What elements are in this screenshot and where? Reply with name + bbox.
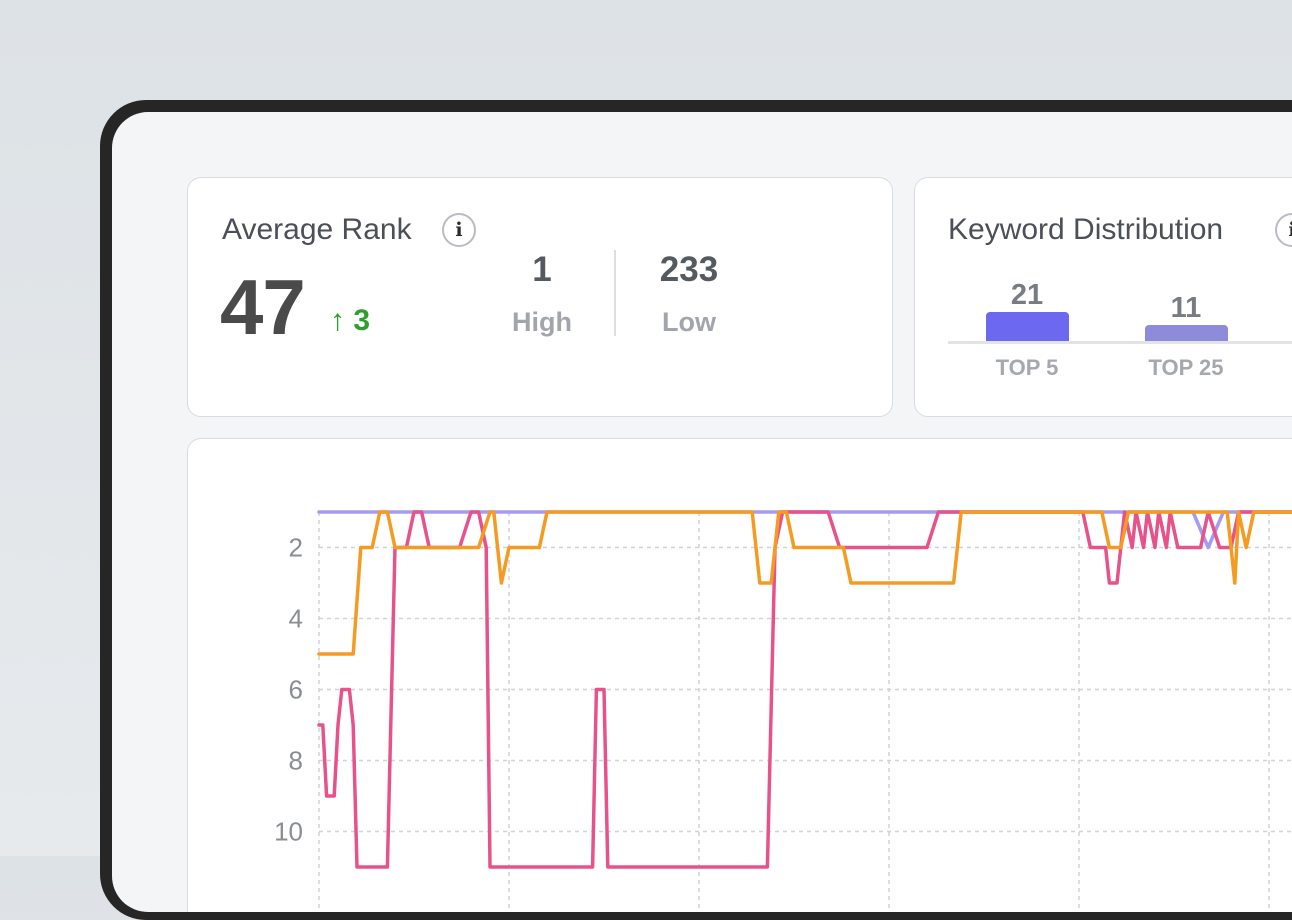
top5-count: 21: [1010, 279, 1044, 311]
y-axis-tick-label: 4: [289, 604, 303, 634]
rank-series-line-3: [317, 510, 1292, 656]
y-axis-tick-label: 6: [289, 675, 303, 705]
arrow-up-icon: ↑: [330, 304, 345, 337]
dashboard-screen: Average Rank i 47 ↑ 3 1 High 233 Low Key…: [112, 112, 1292, 912]
low-rank-value: 233: [659, 250, 719, 289]
rank-change-indicator: ↑ 3: [330, 306, 370, 336]
keyword-distribution-title: Keyword Distribution: [948, 213, 1224, 246]
top25-count: 11: [1170, 292, 1202, 324]
y-axis-tick-label: 10: [274, 817, 303, 847]
rank-change-value: 3: [353, 304, 371, 337]
top5-label: TOP 5: [995, 355, 1059, 380]
keyword-distribution-card: Keyword Distribution i 21 TOP 5 11 TOP 2…: [914, 177, 1292, 417]
distribution-baseline: [948, 341, 1292, 344]
rank-history-chart-card: 2 4 6 8 10: [187, 438, 1292, 912]
high-rank-value: 1: [532, 250, 552, 289]
stats-divider: [614, 250, 616, 336]
rank-history-chart: 2 4 6 8 10: [274, 510, 1292, 912]
y-axis-tick-label: 8: [289, 746, 303, 776]
average-rank-title: Average Rank: [222, 213, 412, 246]
info-icon[interactable]: i: [442, 213, 476, 247]
average-rank-value: 47: [220, 263, 306, 351]
top25-bar[interactable]: [1145, 325, 1228, 341]
high-rank-label: High: [512, 307, 572, 337]
y-axis-tick-label: 2: [289, 533, 303, 563]
top5-bar[interactable]: [986, 312, 1069, 341]
info-icon[interactable]: i: [1275, 213, 1292, 247]
average-rank-card: Average Rank i 47 ↑ 3 1 High 233 Low: [187, 177, 893, 417]
top25-label: TOP 25: [1148, 355, 1224, 380]
low-rank-label: Low: [662, 307, 716, 337]
